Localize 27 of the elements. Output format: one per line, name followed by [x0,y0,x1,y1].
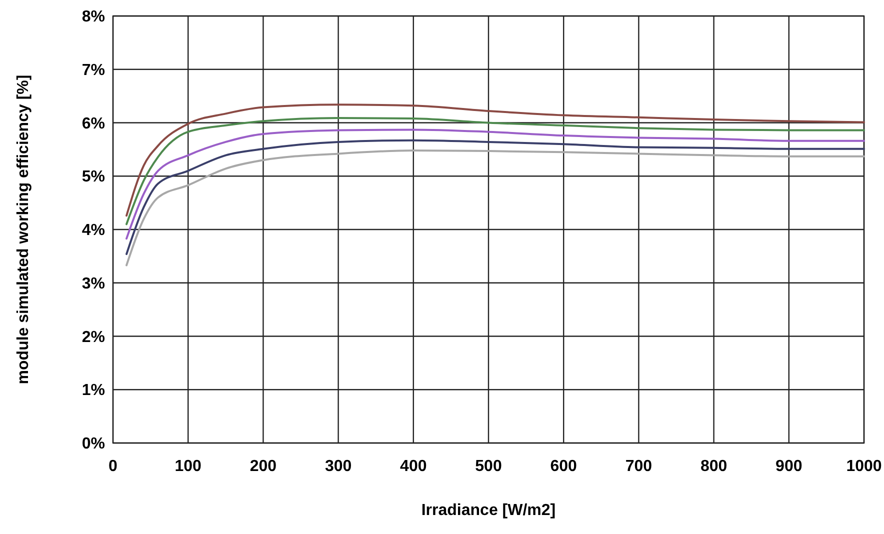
line-series [126,150,865,266]
x-tick-label: 500 [475,458,502,475]
y-tick-label: 4% [82,222,105,240]
x-tick-label: 300 [324,458,352,475]
x-tick-label: 1000 [846,458,882,475]
line-series [126,128,865,240]
y-axis-title: module simulated working efficiency [%] [15,74,32,384]
x-tick-label: 600 [550,458,578,475]
x-tick-label: 700 [625,458,652,475]
x-tick-label: 900 [776,458,802,475]
x-tick-label: 100 [174,458,202,475]
y-tick-label: 5% [82,168,105,186]
y-tick-label: 7% [82,62,105,79]
x-tick-label: 0 [108,458,118,475]
y-tick-label: 3% [82,275,105,292]
line-series [126,116,865,226]
line-series [126,104,865,217]
y-tick-label: 1% [82,382,105,400]
x-tick-label: 200 [250,458,277,475]
x-tick-label: 400 [400,458,427,475]
x-tick-label: 800 [700,458,728,475]
x-axis-title: Irradiance [W/m2] [421,502,556,519]
y-tick-label: 2% [82,328,105,346]
y-tick-label: 8% [82,8,105,26]
y-tick-label: 0% [82,436,105,453]
y-tick-label: 6% [82,115,105,132]
line-series [126,139,865,256]
